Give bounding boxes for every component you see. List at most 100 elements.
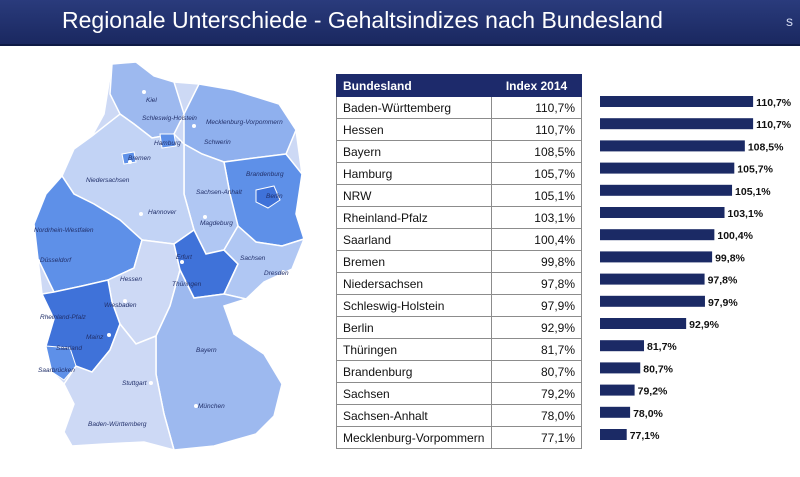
map-label-sachsen: Sachsen <box>240 255 266 262</box>
map-label-baden-wuerttemberg: Baden-Württemberg <box>88 421 147 428</box>
bar-0 <box>600 96 754 107</box>
column-header-index: Index 2014 <box>491 74 582 97</box>
table-row: Sachsen 79,2% <box>336 382 582 405</box>
index-table: Bundesland Index 2014 Baden-Württemberg 1… <box>336 74 582 449</box>
map-region-bayern <box>155 267 283 451</box>
bar-14 <box>600 406 631 418</box>
bar-value-label-1: 110,7% <box>756 119 792 131</box>
bar-value-label-11: 81,7% <box>647 341 677 353</box>
table-row: Saarland 100,4% <box>336 228 582 251</box>
bar-4 <box>600 184 733 196</box>
map-label-berlin: Berlin <box>266 193 283 200</box>
cell-index: 105,7% <box>491 162 582 185</box>
cell-state: Brandenburg <box>336 360 492 383</box>
table-row: Hamburg 105,7% <box>336 162 582 185</box>
cell-index: 78,0% <box>491 404 582 427</box>
cell-state: Schleswig-Holstein <box>336 294 492 317</box>
map-city-dots <box>36 90 285 408</box>
map-label-mainz: Mainz <box>86 334 104 341</box>
column-header-state: Bundesland <box>336 74 492 97</box>
map-label-magdeburg: Magdeburg <box>200 220 233 227</box>
cell-state: Hamburg <box>336 162 492 185</box>
cell-index: 97,8% <box>491 272 582 295</box>
map-label-bremen: Bremen <box>128 155 151 162</box>
bar-value-label-5: 103,1% <box>728 208 764 220</box>
bar-13 <box>600 384 635 396</box>
table-row: Sachsen-Anhalt 78,0% <box>336 404 582 427</box>
salary-index-bar-chart: 110,7% 110,7% 108,5% 105,7% 105,1% 103,1% 100,… <box>600 96 792 442</box>
cell-index: 110,7% <box>491 118 582 141</box>
table-row: Hessen 110,7% <box>336 118 582 141</box>
table-row: Niedersachsen 97,8% <box>336 272 582 295</box>
map-label-muenchen: München <box>198 403 225 410</box>
bar-value-label-14: 78,0% <box>633 408 663 420</box>
bar-value-label-7: 99,8% <box>715 252 745 264</box>
map-label-hamburg: Hamburg <box>154 140 181 147</box>
map-label-schwerin: Schwerin <box>204 139 231 146</box>
cell-index: 105,1% <box>491 184 582 207</box>
bar-5 <box>600 207 725 218</box>
table-row: Bremen 99,8% <box>336 250 582 273</box>
bar-value-label-6: 100,4% <box>717 230 753 242</box>
cell-state: Bayern <box>336 140 492 163</box>
title-bar: Regionale Unterschiede - Gehaltsindizes … <box>0 0 800 46</box>
map-label-saarbruecken: Saarbrücken <box>38 367 75 374</box>
cell-index: 110,7% <box>491 96 582 119</box>
map-label-erfurt: Erfurt <box>176 254 193 261</box>
bar-value-label-13: 79,2% <box>638 386 668 398</box>
cell-state: Sachsen-Anhalt <box>336 404 492 427</box>
map-label-hessen: Hessen <box>120 276 142 283</box>
cell-state: Baden-Württemberg <box>336 96 492 119</box>
cell-state: Berlin <box>336 316 492 339</box>
cell-index: 79,2% <box>491 382 582 405</box>
cell-state: Mecklenburg-Vorpommern <box>336 426 492 449</box>
cell-index: 103,1% <box>491 206 582 229</box>
germany-map: Kiel Schleswig-Holstein Hamburg Mecklenb… <box>33 61 306 452</box>
table-row: Thüringen 81,7% <box>336 338 582 361</box>
map-region-saarland <box>45 345 77 381</box>
bar-1 <box>600 118 754 130</box>
cell-state: Saarland <box>336 228 492 251</box>
cell-state: Thüringen <box>336 338 492 361</box>
map-region-berlin <box>255 185 281 209</box>
bar-15 <box>600 429 627 440</box>
map-label-saarland: Saarland <box>56 345 82 352</box>
bar-value-label-2: 108,5% <box>748 141 784 153</box>
map-label-duesseldorf: Düsseldorf <box>40 257 72 264</box>
bar-3 <box>600 162 735 174</box>
table-row: Rheinland-Pfalz 103,1% <box>336 206 582 229</box>
table-row: NRW 105,1% <box>336 184 582 207</box>
cell-index: 108,5% <box>491 140 582 163</box>
bar-11 <box>600 340 645 352</box>
bar-8 <box>600 273 705 285</box>
map-region-hamburg <box>159 133 177 149</box>
table-row: Schleswig-Holstein 97,9% <box>336 294 582 317</box>
bar-12 <box>600 362 641 374</box>
cell-index: 97,9% <box>491 294 582 317</box>
bar-2 <box>600 140 745 152</box>
bar-value-label-9: 97,9% <box>708 297 738 309</box>
cell-index: 92,9% <box>491 316 582 339</box>
cell-index: 77,1% <box>491 426 582 449</box>
bar-value-label-4: 105,1% <box>735 186 771 198</box>
page-title: Regionale Unterschiede - Gehaltsindizes … <box>62 7 663 33</box>
bar-value-label-12: 80,7% <box>643 363 673 375</box>
bar-value-label-3: 105,7% <box>737 164 773 176</box>
map-region-bremen <box>121 151 137 165</box>
table-row: Bayern 108,5% <box>336 140 582 163</box>
cell-state: Hessen <box>336 118 492 141</box>
map-region-baden-wuerttemberg <box>63 322 176 452</box>
map-label-stuttgart: Stuttgart <box>122 380 148 387</box>
map-label-dresden: Dresden <box>264 270 289 277</box>
cell-index: 81,7% <box>491 338 582 361</box>
map-label-sachsen-anhalt: Sachsen-Anhalt <box>196 189 243 196</box>
map-label-niedersachsen: Niedersachsen <box>86 177 130 184</box>
bar-10 <box>600 318 687 329</box>
bar-value-label-15: 77,1% <box>630 430 660 442</box>
map-region-sachsen <box>222 224 306 300</box>
cell-index: 100,4% <box>491 228 582 251</box>
bar-9 <box>600 295 705 307</box>
cell-state: Sachsen <box>336 382 492 405</box>
cell-state: Rheinland-Pfalz <box>336 206 492 229</box>
map-label-hannover: Hannover <box>148 209 177 216</box>
